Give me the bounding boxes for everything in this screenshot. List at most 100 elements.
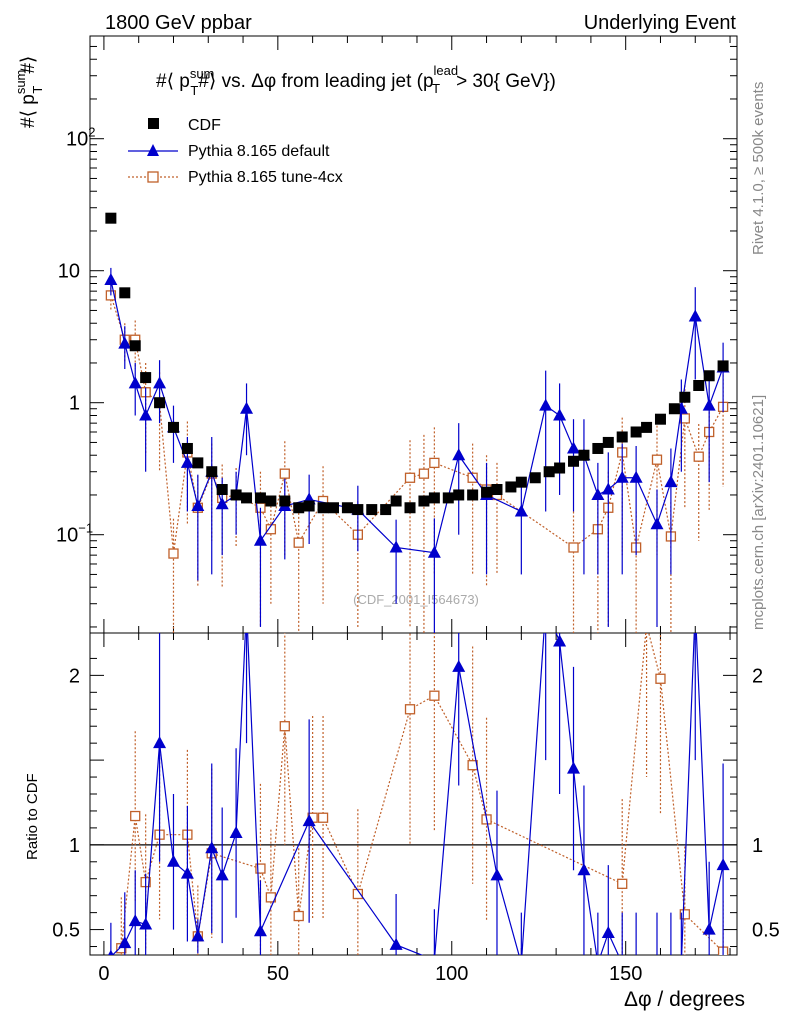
cdf-data-point — [554, 462, 566, 474]
legend-tune-marker — [147, 171, 159, 183]
default-data-point — [688, 309, 702, 322]
cdf-data-point — [154, 397, 166, 409]
default-data-point — [689, 601, 702, 613]
default-data-point — [664, 475, 678, 488]
default-data-point — [253, 924, 267, 937]
tune-data-point — [293, 910, 304, 922]
default-data-point — [490, 868, 504, 881]
side-label-upper: Rivet 4.1.0, ≥ 500k events — [750, 82, 767, 255]
default-data-point — [514, 504, 528, 517]
default-data-point — [539, 398, 553, 411]
tune-data-point — [168, 548, 179, 559]
default-data-point — [389, 937, 403, 950]
cdf-data-point — [230, 489, 242, 501]
lower-y-tick-label: 2 — [69, 665, 80, 687]
default-data-point — [118, 936, 132, 949]
cdf-data-point — [254, 492, 266, 504]
tune-data-point — [693, 451, 704, 462]
default-data-point — [577, 863, 591, 876]
cdf-data-point — [418, 495, 430, 507]
cdf-data-point — [352, 504, 364, 516]
cdf-data-point — [192, 457, 204, 469]
default-data-point — [702, 922, 716, 935]
cdf-data-point — [668, 403, 680, 415]
default-data-point — [567, 761, 581, 774]
x-tick-label: 150 — [609, 963, 642, 985]
header-left: 1800 GeV ppbar — [105, 12, 252, 34]
analysis-watermark: (CDF_2001_I564673) — [353, 592, 479, 607]
lower-y-tick-label: 0.5 — [52, 920, 80, 942]
default-data-point — [650, 517, 664, 530]
default-data-point — [118, 336, 132, 349]
default-data-point — [553, 408, 567, 421]
default-data-point — [139, 408, 153, 421]
default-data-point — [128, 914, 142, 927]
tune-data-point — [642, 620, 651, 629]
cdf-data-point — [129, 340, 141, 352]
upper-y-tick-label: 10−1 — [56, 521, 93, 547]
upper-axes: 10−1 1 10 102 — [56, 35, 737, 633]
default-data-point — [452, 659, 466, 672]
default-data-point — [139, 917, 153, 930]
default-data-point — [180, 455, 194, 468]
default-data-point — [389, 540, 403, 553]
tune-data-point — [467, 472, 478, 483]
cdf-data-point — [703, 370, 715, 382]
cdf-data-point — [140, 372, 152, 384]
default-data-point — [452, 448, 466, 461]
default-data-point — [553, 634, 567, 647]
cdf-data-point — [380, 504, 392, 516]
tune-data-point — [404, 472, 416, 483]
tune-data-point — [130, 810, 141, 822]
default-data-point — [104, 273, 118, 286]
upper-series-layer — [104, 212, 730, 633]
tune-data-point — [429, 690, 440, 701]
upper-y-tick-exponent: −1 — [78, 521, 93, 536]
cdf-data-point — [529, 472, 541, 484]
default-data-point — [240, 601, 253, 613]
tune-data-point — [429, 457, 440, 469]
default-data-point — [675, 956, 688, 968]
cdf-data-point — [181, 442, 193, 454]
legend-default-label: Pythia 8.165 default — [188, 143, 330, 160]
cdf-data-point — [216, 484, 228, 496]
cdf-data-point — [390, 495, 402, 507]
default-data-point — [615, 470, 629, 483]
legend-default-marker — [147, 144, 159, 156]
cdf-data-point — [453, 489, 465, 501]
tune-data-point — [655, 673, 666, 684]
tune-data-point — [265, 524, 277, 535]
cdf-data-point — [543, 466, 555, 478]
tune-data-point — [279, 468, 290, 479]
default-data-point — [191, 498, 205, 511]
cdf-data-point — [515, 476, 527, 488]
tune-data-point — [293, 537, 304, 548]
tune-data-point — [651, 454, 663, 465]
default-data-point — [166, 854, 180, 867]
tune-series-line — [110, 295, 724, 554]
cdf-data-point — [317, 502, 329, 514]
default-data-point — [191, 929, 205, 942]
cdf-data-point — [602, 436, 614, 448]
tune-data-point — [255, 863, 266, 874]
cdf-data-point — [641, 421, 653, 433]
default-data-point — [591, 956, 604, 968]
default-data-point — [716, 858, 730, 871]
default-data-point — [128, 376, 142, 389]
default-data-point — [650, 956, 663, 968]
default-data-point — [302, 814, 316, 827]
lower-y-tick-label-right: 1 — [752, 835, 763, 857]
cdf-data-point — [616, 431, 628, 443]
tune-data-point — [568, 542, 579, 553]
default-data-point — [153, 376, 167, 389]
cdf-data-point — [265, 495, 277, 507]
default-data-point — [205, 841, 219, 854]
cdf-data-point — [341, 502, 353, 514]
cdf-data-point — [206, 466, 218, 478]
default-data-point — [433, 953, 436, 955]
cdf-data-point — [693, 380, 705, 392]
lower-y-tick-label-right: 2 — [752, 665, 763, 687]
default-data-point — [629, 470, 643, 483]
tune-data-point — [418, 468, 430, 479]
